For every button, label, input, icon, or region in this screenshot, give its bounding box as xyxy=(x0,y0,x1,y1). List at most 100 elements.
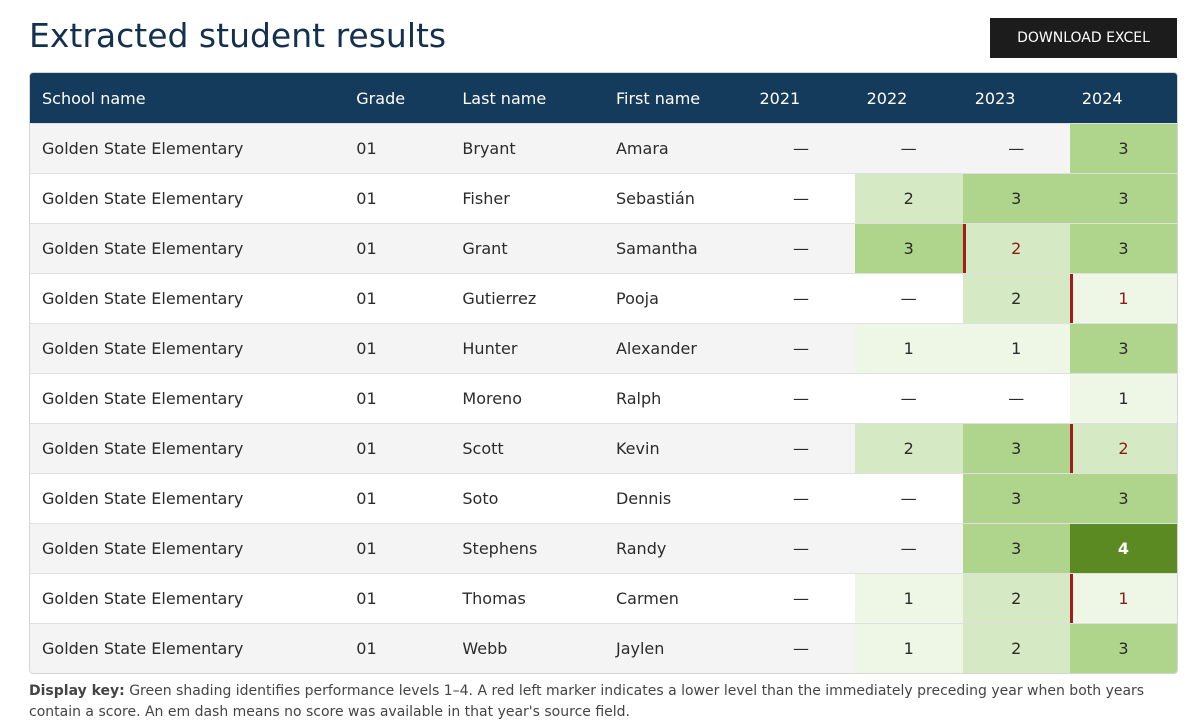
score-cell: 1 xyxy=(1069,573,1177,624)
table-cell: 01 xyxy=(344,223,451,274)
table-cell: Sebastián xyxy=(603,173,748,224)
score-cell: 2 xyxy=(854,423,963,474)
table-row: Golden State Elementary 01 Soto Dennis — —3 3 xyxy=(30,473,1177,524)
table-cell: 01 xyxy=(344,123,451,174)
score-cell: 3 xyxy=(854,223,963,274)
score-cell: 3 xyxy=(1069,323,1177,374)
score-cell: 2 xyxy=(962,273,1070,324)
score-cell: 3 xyxy=(1069,473,1177,524)
score-cell: — xyxy=(747,123,855,174)
table-cell: Grant xyxy=(450,223,604,274)
column-header: School name xyxy=(30,73,345,124)
score-cell: — xyxy=(747,323,855,374)
table-row: Golden State Elementary 01 Grant Samantha —3… xyxy=(30,223,1177,274)
table-row: Golden State Elementary 01 Moreno Ralph — — —1 xyxy=(30,373,1177,424)
table-cell: Amara xyxy=(603,123,748,174)
table-row: Golden State Elementary 01 Hunter Alexander… xyxy=(30,323,1177,374)
column-header: 2024 xyxy=(1069,73,1177,124)
score-cell: 3 xyxy=(962,173,1070,224)
score-cell: — xyxy=(962,373,1070,424)
table-cell: Gutierrez xyxy=(450,273,604,324)
score-cell: 3 xyxy=(962,423,1070,474)
table-cell: Thomas xyxy=(450,573,604,624)
score-cell: 3 xyxy=(1069,623,1177,673)
table-cell: Golden State Elementary xyxy=(30,173,345,224)
display-key: Display key: Green shading identifies pe… xyxy=(29,681,1169,723)
download-button[interactable]: DOWNLOAD EXCEL xyxy=(990,18,1177,58)
table-cell: Golden State Elementary xyxy=(30,623,345,673)
score-cell: 2 xyxy=(962,223,1070,274)
table-cell: 01 xyxy=(344,473,451,524)
score-cell: 2 xyxy=(962,623,1070,673)
table-row: Golden State Elementary 01 Scott Kevin —2 3 2 xyxy=(30,423,1177,474)
score-cell: — xyxy=(854,273,963,324)
table-cell: Golden State Elementary xyxy=(30,123,345,174)
column-header: First name xyxy=(603,73,748,124)
table-cell: Golden State Elementary xyxy=(30,373,345,424)
table-cell: Alexander xyxy=(603,323,748,374)
table-cell: Golden State Elementary xyxy=(30,573,345,624)
table-row: Golden State Elementary 01 Fisher Sebastián… xyxy=(30,173,1177,224)
column-header: 2022 xyxy=(854,73,963,124)
table-cell: Dennis xyxy=(603,473,748,524)
table-cell: 01 xyxy=(344,623,451,673)
table-cell: Soto xyxy=(450,473,604,524)
table-row: Golden State Elementary 01 Stephens Randy — —… xyxy=(30,523,1177,574)
table-cell: 01 xyxy=(344,373,451,424)
table-cell: Stephens xyxy=(450,523,604,574)
table-cell: Golden State Elementary xyxy=(30,323,345,374)
score-cell: — xyxy=(747,423,855,474)
score-cell: 1 xyxy=(854,323,963,374)
table-cell: 01 xyxy=(344,423,451,474)
table-cell: 01 xyxy=(344,273,451,324)
table-cell: Moreno xyxy=(450,373,604,424)
table-cell: Golden State Elementary xyxy=(30,273,345,324)
score-cell: — xyxy=(962,123,1070,174)
score-cell: 2 xyxy=(1069,423,1177,474)
score-cell: — xyxy=(854,523,963,574)
table-container: School name Grade Last name First name 2021 2… xyxy=(29,72,1178,674)
table-cell: Hunter xyxy=(450,323,604,374)
table-cell: Golden State Elementary xyxy=(30,523,345,574)
header-row: School name Grade Last name First name 2021 2… xyxy=(30,73,1177,124)
score-cell: 3 xyxy=(1069,173,1177,224)
table-body: Golden State Elementary 01 Bryant Amara — — —3… xyxy=(30,123,1177,673)
score-cell: 4 xyxy=(1069,523,1177,574)
score-cell: — xyxy=(747,473,855,524)
table-cell: Jaylen xyxy=(603,623,748,673)
score-cell: 3 xyxy=(1069,123,1177,174)
score-cell: — xyxy=(747,523,855,574)
table-cell: Ralph xyxy=(603,373,748,424)
score-cell: — xyxy=(747,173,855,224)
table-cell: Golden State Elementary xyxy=(30,473,345,524)
table-cell: Samantha xyxy=(603,223,748,274)
table-row: Golden State Elementary 01 Gutierrez Pooja —… xyxy=(30,273,1177,324)
key-label: Display key: xyxy=(29,683,125,699)
column-header: 2023 xyxy=(962,73,1070,124)
table-cell: Golden State Elementary xyxy=(30,223,345,274)
table-cell: Scott xyxy=(450,423,604,474)
score-cell: 2 xyxy=(962,573,1070,624)
table-cell: Kevin xyxy=(603,423,748,474)
key-text: Green shading identifies performance lev… xyxy=(29,683,1145,720)
score-cell: — xyxy=(854,373,963,424)
score-cell: 1 xyxy=(1069,273,1177,324)
column-header: Last name xyxy=(450,73,604,124)
score-cell: — xyxy=(747,223,855,274)
table-cell: Carmen xyxy=(603,573,748,624)
score-cell: 3 xyxy=(962,523,1070,574)
score-cell: — xyxy=(747,623,855,673)
score-cell: — xyxy=(747,273,855,324)
score-cell: — xyxy=(747,573,855,624)
column-header: Grade xyxy=(344,73,451,124)
score-cell: — xyxy=(854,473,963,524)
table-cell: 01 xyxy=(344,323,451,374)
page-title: Extracted student results xyxy=(29,16,447,55)
table-cell: Webb xyxy=(450,623,604,673)
table-cell: Fisher xyxy=(450,173,604,224)
score-cell: 2 xyxy=(854,173,963,224)
score-cell: 1 xyxy=(854,623,963,673)
table-row: Golden State Elementary 01 Thomas Carmen —1 2… xyxy=(30,573,1177,624)
results-table: School name Grade Last name First name 2021 2… xyxy=(30,73,1177,673)
